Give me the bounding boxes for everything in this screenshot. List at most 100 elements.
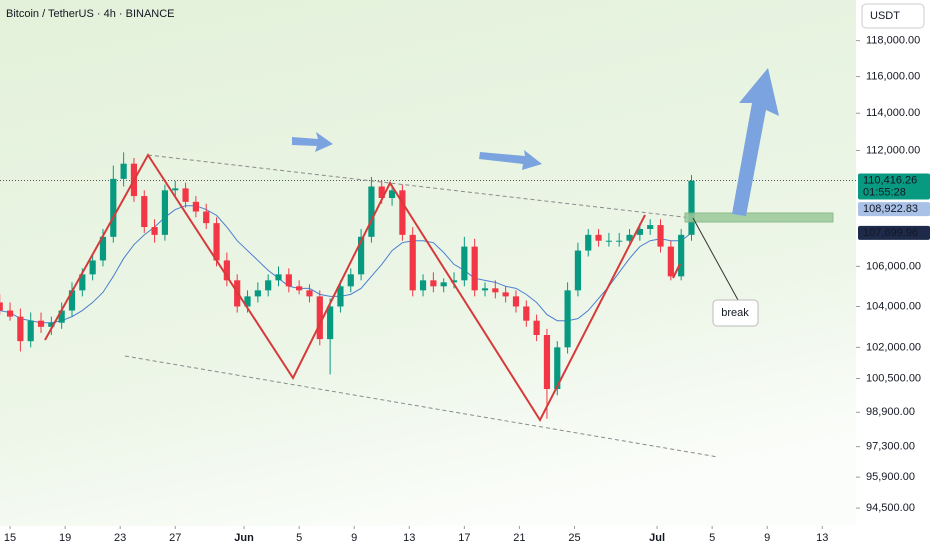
candle-body [419,280,427,291]
candle-body [471,246,478,291]
candle-body [667,246,674,277]
candle-body [605,240,612,242]
candle-body [79,274,86,291]
trend-line [124,355,719,458]
callout-box [712,299,759,327]
y-tick-label: 118,000.00 [866,35,920,47]
candle-body [244,296,251,307]
annotation: break [721,307,749,319]
x-tick-label: 9 [351,532,357,544]
y-tick-label: 116,000.00 [866,71,920,83]
candle-body [533,320,540,335]
x-tick-label: 23 [114,532,126,544]
x-tick-label: 21 [513,532,525,544]
candle-body [99,236,107,261]
x-tick-label: 5 [709,532,715,544]
zone [684,212,834,223]
plot [0,152,856,419]
countdown: 01:55:28 [863,186,906,198]
y-tick-label: 95,900.00 [866,471,915,483]
y-tick-label: 114,000.00 [866,107,920,119]
candle-body [89,260,96,275]
candle-body [430,280,437,287]
x-tick-label: 17 [458,532,470,544]
candle-body [6,310,14,317]
y-tick-label: 98,900.00 [866,406,915,418]
moving-average [0,205,692,324]
y-axis-panel [856,0,932,550]
price-tag-label: 107,699.96 [863,227,918,239]
candle-body [265,280,272,291]
candle-body [141,196,148,228]
candle-body [37,320,45,327]
y-tick-label: 102,000.00 [866,341,921,353]
candle-body [657,225,664,247]
candle-body [492,288,499,293]
candle-body [172,188,179,191]
candle-body [502,292,509,297]
price-tag [858,202,930,217]
candle-body [626,234,633,241]
candle-body [647,225,654,229]
candle-body [223,260,230,281]
unit-box [861,3,925,29]
zigzag [672,263,681,279]
candle-body [595,234,602,241]
arrow [732,68,779,216]
candle-body [512,296,520,307]
y-tick-label: 100,500.00 [866,372,921,384]
candle-body [636,228,643,235]
chart-title: Bitcoin / TetherUS · 4h · BINANCE [6,8,175,20]
y-tick-label: 112,000.00 [866,144,920,156]
callout-line [692,217,739,301]
candle-body [409,234,416,291]
candle-body [316,296,323,340]
candle-body [68,290,76,311]
y-tick-label: 106,000.00 [866,260,921,272]
x-tick-label: 13 [403,532,415,544]
x-tick-label: Jun [234,532,254,544]
price-tag-label: 108,922.83 [863,203,918,215]
y-tick-label: 94,500.00 [866,502,915,514]
candle-body [440,282,447,287]
y-axis-label: USDT [870,10,900,22]
trend-line [147,154,693,219]
candle-body [574,250,582,291]
arrow [292,132,333,152]
price-tag [858,225,930,240]
candle-body [450,280,458,283]
candle-body [564,290,571,348]
candle-body [182,188,189,202]
x-tick-label: 19 [59,532,71,544]
candle-body [285,274,292,287]
x-axis-panel [0,526,856,550]
candle-body [192,201,199,212]
candle-body [616,240,623,242]
candle-body [275,274,282,281]
candle-body [543,334,551,390]
price-tag [858,173,930,200]
candle-body [337,286,344,307]
candle-body [368,186,375,237]
arrow [479,150,542,170]
candle-body [378,186,385,198]
candle-body [399,190,406,235]
candle-body [0,302,3,311]
candle-body [388,190,396,198]
x-tick-label: 25 [568,532,580,544]
candle-body [585,234,592,251]
candle-body [48,322,55,327]
y-tick-label: 97,300.00 [866,441,915,453]
candle-body [254,290,261,297]
candle-body [296,286,303,291]
drawings: break [44,68,834,458]
x-tick-label: 5 [296,532,302,544]
candle-body [327,306,334,340]
candle-body [461,246,468,281]
y-tick-label: 104,000.00 [866,300,921,312]
candle-body [27,320,34,342]
candle-body [523,306,530,321]
x-tick-label: 13 [816,532,828,544]
price-tag-label: 110,416.26 [863,174,917,186]
